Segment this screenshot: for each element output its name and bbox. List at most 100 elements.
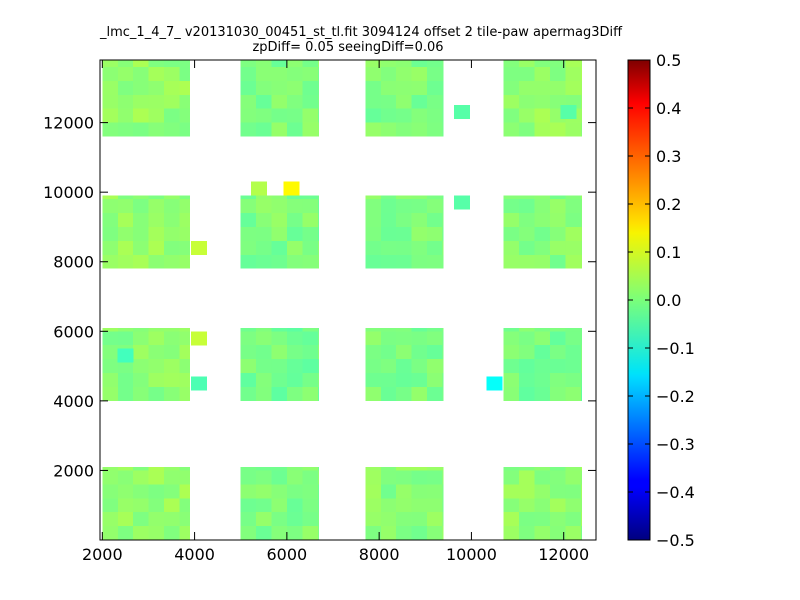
heatmap-cell: [380, 345, 397, 360]
heatmap-cell: [427, 66, 443, 81]
heatmap-cell: [380, 240, 397, 255]
heatmap-cell: [365, 94, 381, 109]
heatmap-cell: [565, 373, 582, 387]
heatmap-cell: [380, 66, 397, 81]
heatmap-cell: [396, 512, 412, 527]
heatmap-cell: [102, 498, 118, 513]
heatmap-cell: [179, 498, 190, 513]
heatmap-cell: [148, 484, 165, 499]
heatmap-cell: [380, 199, 397, 214]
heatmap-cell: [380, 331, 397, 346]
heatmap-cell: [133, 498, 149, 513]
heatmap-point: [486, 376, 503, 391]
y-tick-label: 8000: [53, 253, 94, 272]
heatmap-cell: [179, 526, 190, 540]
heatmap-cell: [396, 373, 412, 387]
heatmap-cell: [148, 327, 165, 332]
heatmap-cell: [396, 331, 412, 346]
heatmap-cell: [380, 122, 397, 137]
heatmap-cell: [117, 327, 134, 332]
heatmap-cell: [240, 466, 257, 471]
heatmap-cell: [411, 373, 428, 387]
heatmap-cell: [503, 122, 520, 137]
heatmap-cell: [256, 80, 272, 95]
heatmap-cell: [519, 66, 535, 81]
heatmap-cell: [287, 80, 303, 95]
heatmap-cell: [318, 373, 320, 387]
heatmap-cell: [302, 466, 319, 471]
heatmap-cell: [256, 386, 272, 401]
heatmap-cell: [318, 386, 320, 401]
heatmap-point: [191, 240, 208, 255]
heatmap-point: [117, 348, 134, 363]
heatmap-cell: [148, 240, 165, 255]
heatmap-cell: [240, 359, 257, 374]
heatmap-cell: [581, 80, 583, 95]
heatmap-cell: [365, 108, 381, 123]
x-tick-label: 4000: [174, 545, 215, 564]
heatmap-cell: [256, 94, 272, 109]
heatmap-cell: [411, 526, 428, 540]
heatmap-cell: [411, 66, 428, 81]
heatmap-cell: [411, 498, 428, 513]
heatmap-cell: [240, 526, 257, 540]
heatmap-cell: [164, 199, 180, 214]
heatmap-cell: [550, 66, 566, 81]
heatmap-cell: [442, 213, 444, 227]
heatmap-cell: [565, 327, 582, 332]
heatmap-cell: [318, 345, 320, 360]
heatmap-cell: [318, 470, 320, 485]
heatmap-cell: [240, 80, 257, 95]
heatmap-cell: [117, 226, 134, 241]
heatmap-cell: [550, 331, 566, 346]
heatmap-cell: [287, 240, 303, 255]
heatmap-cell: [287, 484, 303, 499]
heatmap-cell: [256, 512, 272, 527]
heatmap-cell: [318, 226, 320, 241]
heatmap-point: [191, 376, 208, 391]
heatmap-cell: [534, 195, 551, 200]
heatmap-cell: [365, 470, 381, 485]
heatmap-cell: [148, 386, 165, 401]
heatmap-cell: [380, 359, 397, 374]
heatmap-cell: [503, 498, 520, 513]
heatmap-cell: [102, 80, 118, 95]
heatmap-cell: [519, 359, 535, 374]
heatmap-cell: [565, 60, 582, 67]
heatmap-cell: [411, 484, 428, 499]
heatmap-cell: [318, 80, 320, 95]
heatmap-cell: [550, 345, 566, 360]
heatmap-cell: [427, 345, 443, 360]
heatmap-cell: [365, 122, 381, 137]
heatmap-cell: [240, 498, 257, 513]
heatmap-cell: [318, 466, 320, 471]
heatmap-cell: [240, 226, 257, 241]
heatmap-cell: [256, 122, 272, 137]
heatmap-cell: [519, 386, 535, 401]
heatmap-cell: [534, 512, 551, 527]
heatmap-cell: [164, 512, 180, 527]
heatmap-cell: [164, 195, 180, 200]
heatmap-cell: [179, 254, 190, 269]
heatmap-cell: [565, 526, 582, 540]
heatmap-cell: [581, 526, 583, 540]
heatmap-cell: [164, 327, 180, 332]
heatmap-cell: [102, 195, 118, 200]
heatmap-cell: [164, 331, 180, 346]
heatmap-cell: [318, 498, 320, 513]
heatmap-cell: [271, 359, 288, 374]
heatmap-cell: [148, 345, 165, 360]
heatmap-cell: [365, 199, 381, 214]
heatmap-cell: [380, 108, 397, 123]
heatmap-cell: [287, 512, 303, 527]
heatmap-cell: [302, 60, 319, 67]
heatmap-cell: [365, 80, 381, 95]
heatmap-cell: [117, 331, 134, 346]
heatmap-cell: [102, 122, 118, 137]
heatmap-cell: [519, 512, 535, 527]
heatmap-cell: [133, 195, 149, 200]
heatmap-cell: [427, 226, 443, 241]
heatmap-cell: [565, 386, 582, 401]
heatmap-cell: [102, 331, 118, 346]
heatmap-cell: [396, 345, 412, 360]
